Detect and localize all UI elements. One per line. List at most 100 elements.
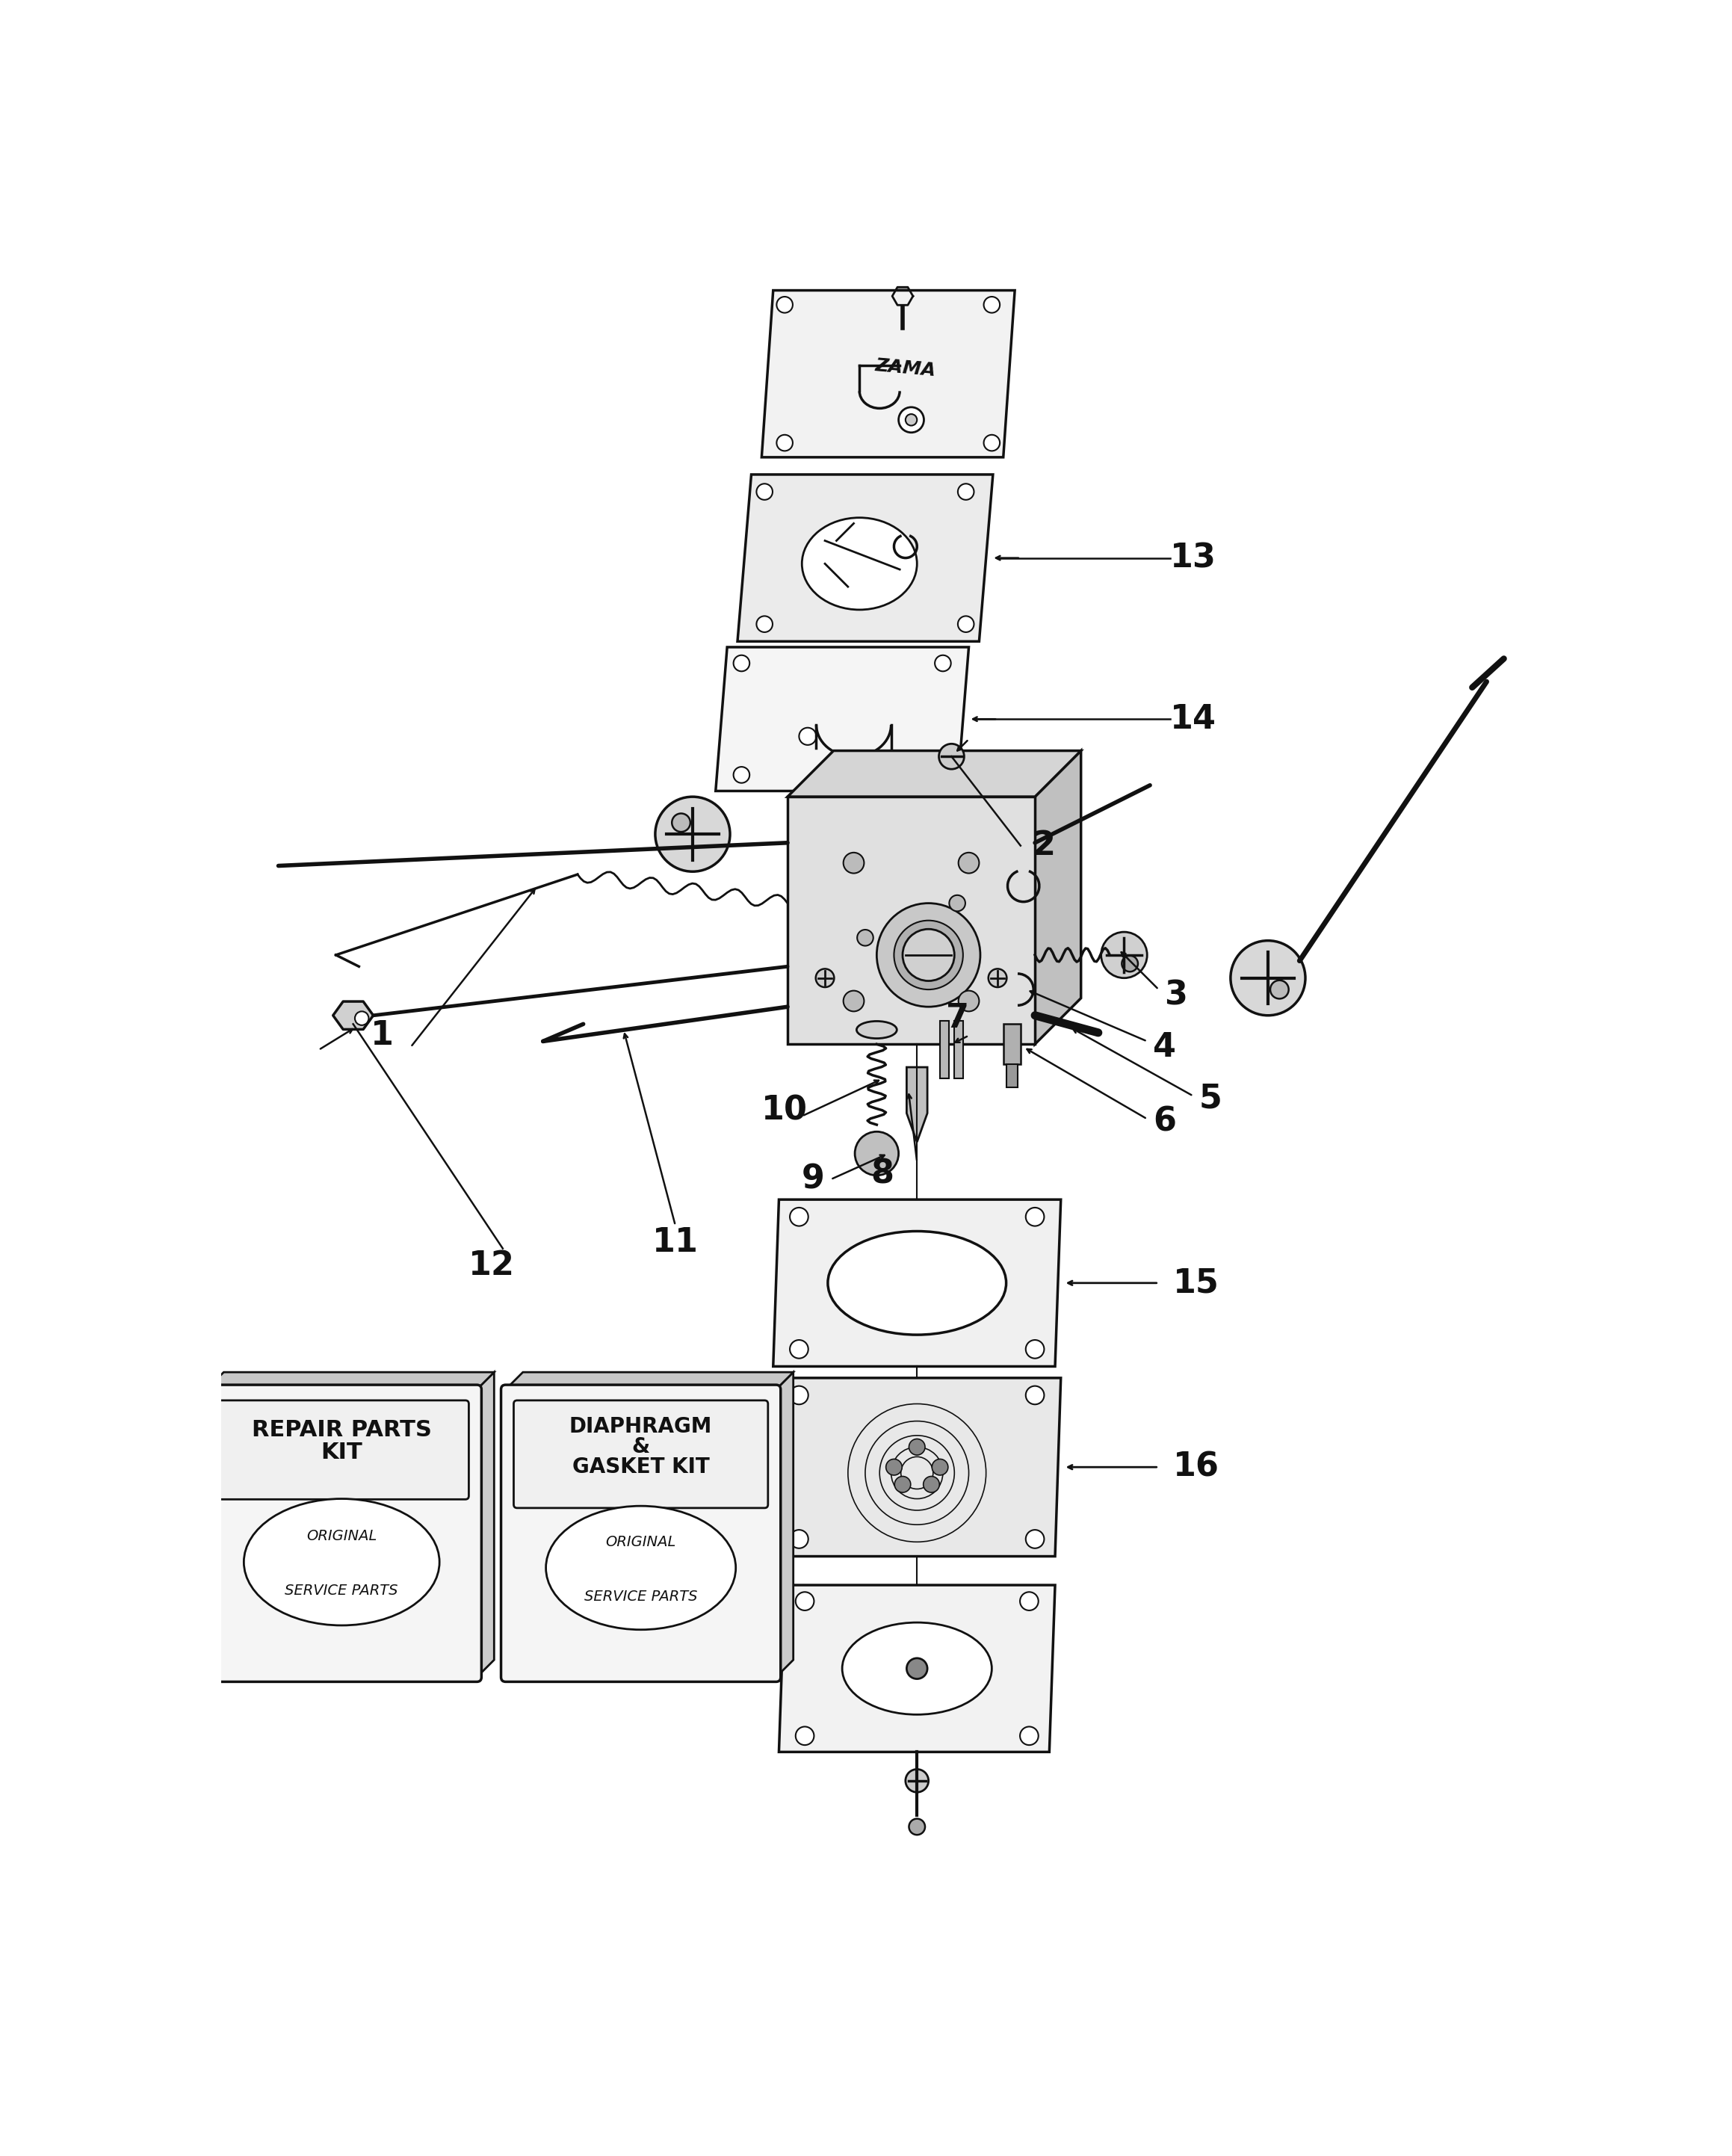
Circle shape [984,298,999,313]
Circle shape [1102,931,1147,979]
Circle shape [923,1477,939,1492]
Polygon shape [776,1371,793,1677]
Text: DIAPHRAGM: DIAPHRAGM [570,1416,712,1438]
Circle shape [790,1386,809,1404]
Circle shape [894,1477,911,1492]
Circle shape [909,1820,925,1835]
Circle shape [1020,1591,1039,1611]
Circle shape [757,617,772,632]
Polygon shape [738,474,992,640]
Text: SERVICE PARTS: SERVICE PARTS [584,1589,698,1604]
Polygon shape [333,1000,374,1028]
Polygon shape [788,798,1036,1044]
Circle shape [757,483,772,500]
Circle shape [1025,1386,1044,1404]
Circle shape [906,1770,928,1792]
Circle shape [906,1658,927,1680]
Text: 16: 16 [1173,1451,1219,1483]
Circle shape [890,321,914,347]
Circle shape [1025,1531,1044,1548]
Ellipse shape [546,1507,736,1630]
Polygon shape [715,647,968,791]
Circle shape [856,1132,899,1175]
Circle shape [958,852,979,873]
Text: 3: 3 [1164,979,1188,1011]
FancyBboxPatch shape [501,1384,781,1682]
Text: &: & [632,1436,650,1457]
Circle shape [1270,981,1289,998]
Circle shape [843,990,864,1011]
Polygon shape [779,1585,1055,1753]
Text: 4: 4 [1154,1031,1176,1063]
Circle shape [909,1438,925,1455]
Circle shape [899,407,923,433]
FancyBboxPatch shape [215,1401,469,1498]
Polygon shape [772,1378,1060,1557]
Circle shape [733,768,750,783]
Circle shape [1122,955,1138,972]
Circle shape [776,298,793,313]
Text: SERVICE PARTS: SERVICE PARTS [286,1585,398,1598]
FancyBboxPatch shape [203,1384,481,1682]
FancyBboxPatch shape [514,1401,767,1507]
Text: 11: 11 [653,1227,698,1259]
Polygon shape [788,750,1081,798]
Bar [940,1022,949,1078]
Text: 14: 14 [1171,703,1216,735]
Circle shape [776,436,793,451]
Text: 13: 13 [1171,541,1216,573]
Circle shape [790,1531,809,1548]
Circle shape [906,414,916,425]
Circle shape [932,1460,947,1475]
Circle shape [790,1207,809,1227]
Circle shape [949,895,965,912]
Text: 9: 9 [802,1164,824,1194]
Circle shape [958,990,979,1011]
Text: 10: 10 [762,1095,807,1125]
Circle shape [355,1011,369,1026]
Bar [1003,1024,1020,1065]
Circle shape [795,1591,814,1611]
Circle shape [672,813,691,832]
Text: 15: 15 [1173,1268,1219,1300]
Circle shape [989,968,1006,987]
Circle shape [1025,1207,1044,1227]
Circle shape [1025,1341,1044,1358]
Circle shape [935,655,951,671]
Text: 1: 1 [371,1020,393,1052]
Ellipse shape [244,1498,440,1626]
Ellipse shape [857,1022,897,1039]
Circle shape [790,1341,809,1358]
Bar [954,1022,963,1078]
Bar [1006,1065,1018,1087]
Circle shape [958,483,973,500]
Circle shape [984,436,999,451]
Text: ORIGINAL: ORIGINAL [606,1535,675,1548]
Circle shape [816,968,835,987]
Text: 2: 2 [1032,830,1055,862]
Text: ORIGINAL: ORIGINAL [307,1529,378,1544]
Circle shape [843,852,864,873]
Text: 6: 6 [1154,1106,1176,1138]
Text: ZAMA: ZAMA [875,356,937,379]
Ellipse shape [828,1231,1006,1335]
Ellipse shape [802,517,916,610]
Text: 8: 8 [871,1158,894,1190]
Polygon shape [506,1371,793,1388]
Text: REPAIR PARTS: REPAIR PARTS [251,1419,431,1440]
Circle shape [902,929,954,981]
Polygon shape [762,291,1015,457]
Circle shape [958,617,973,632]
Polygon shape [1036,750,1081,1044]
Circle shape [655,798,729,871]
Circle shape [887,1460,902,1475]
Polygon shape [892,287,913,306]
Circle shape [939,744,965,770]
Polygon shape [772,1199,1060,1367]
Polygon shape [206,1371,494,1388]
Circle shape [798,729,816,746]
Text: 5: 5 [1199,1082,1223,1115]
Text: 12: 12 [468,1250,514,1283]
Circle shape [935,768,951,783]
Text: GASKET KIT: GASKET KIT [572,1457,710,1477]
